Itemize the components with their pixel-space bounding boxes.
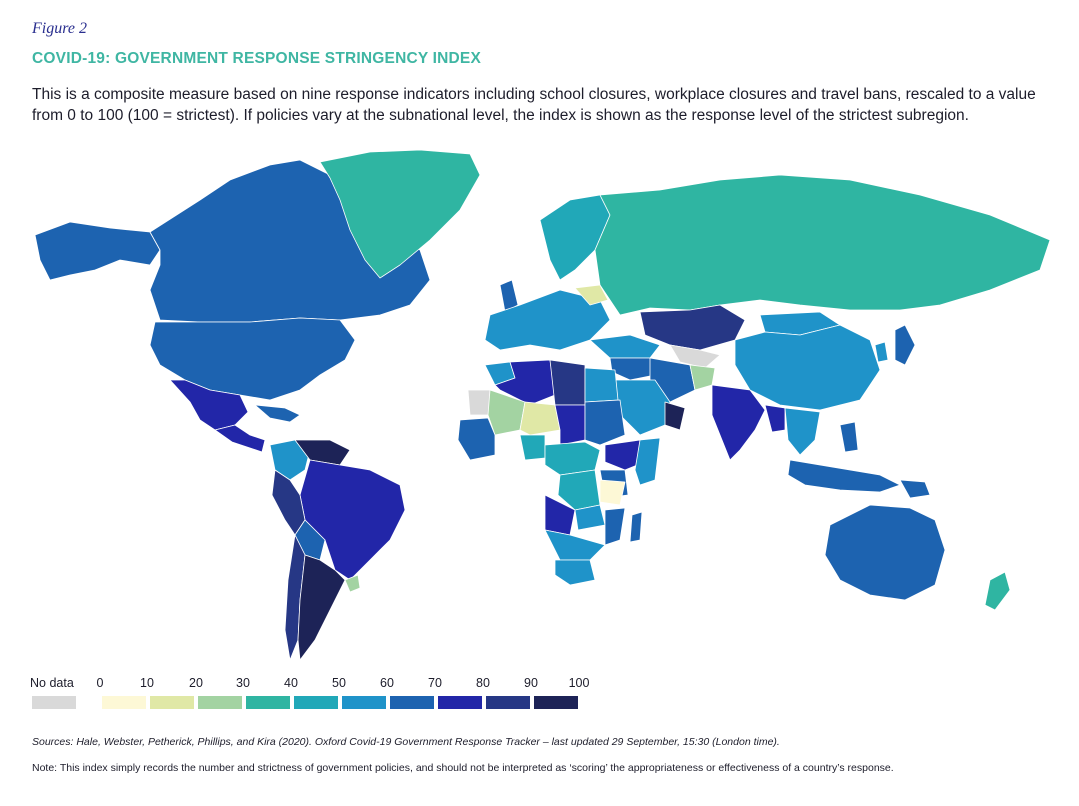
world-map	[34, 149, 1051, 661]
region-korea	[874, 341, 889, 363]
legend-swatch	[534, 696, 578, 709]
region-canada	[149, 159, 431, 323]
legend-swatch	[150, 696, 194, 709]
region-belarus	[574, 284, 609, 306]
region-chad	[554, 404, 586, 446]
region-nigeria	[519, 434, 546, 461]
region-myanmar	[764, 404, 786, 433]
note-text: Note: This index simply records the numb…	[32, 762, 894, 774]
region-australia	[824, 504, 946, 601]
region-southern-africa	[544, 529, 606, 561]
region-oman	[664, 401, 686, 431]
legend-nodata-swatch	[32, 696, 76, 709]
region-russia	[594, 174, 1051, 316]
region-turkey	[589, 334, 661, 359]
legend-swatch	[102, 696, 146, 709]
region-caribbean	[254, 404, 301, 423]
legend-swatch	[486, 696, 530, 709]
region-china	[734, 324, 881, 411]
legend-tick: 20	[189, 676, 203, 690]
region-india	[711, 384, 766, 461]
region-dr-congo	[557, 469, 601, 511]
region-central-africa	[544, 441, 601, 476]
legend-tick: 90	[524, 676, 538, 690]
region-mali	[487, 389, 526, 436]
legend-tick: 0	[96, 676, 104, 690]
legend-swatch	[390, 696, 434, 709]
region-uruguay	[344, 574, 361, 593]
region-central-asia	[669, 344, 721, 369]
legend-swatch	[246, 696, 290, 709]
region-united-states	[149, 317, 356, 401]
region-philippines	[839, 421, 859, 453]
chart-description: This is a composite measure based on nin…	[32, 86, 1036, 124]
region-niger	[519, 401, 561, 436]
region-middle-east	[609, 357, 656, 381]
region-libya	[549, 359, 586, 406]
region-indonesia	[787, 459, 901, 493]
legend-tick: 80	[476, 676, 490, 690]
region-alaska	[34, 221, 161, 281]
legend-tick: 10	[140, 676, 154, 690]
legend-tick: 40	[284, 676, 298, 690]
legend-swatch	[438, 696, 482, 709]
region-peru	[271, 469, 306, 536]
figure-label: Figure 2	[32, 20, 87, 37]
legend-swatch	[342, 696, 386, 709]
legend-tick: 100	[568, 676, 590, 690]
region-united-kingdom	[499, 279, 519, 313]
region-greenland	[319, 149, 481, 279]
legend-tick: 60	[380, 676, 394, 690]
region-zambia	[574, 504, 606, 531]
chart-title: COVID-19: GOVERNMENT RESPONSE STRINGENCY…	[32, 50, 482, 67]
region-venezuela	[294, 439, 351, 466]
region-mozambique	[604, 507, 626, 546]
region-mexico	[169, 379, 249, 431]
region-papua-new-guinea	[899, 479, 931, 499]
region-argentina	[297, 554, 346, 661]
color-legend: No data 0 10 20 30 40 50 60 70 80 90 100	[30, 676, 590, 716]
region-southeast-asia	[784, 407, 821, 456]
region-tanzania	[599, 479, 626, 506]
region-west-africa	[457, 417, 496, 461]
region-sudan	[584, 399, 626, 446]
legend-swatch	[294, 696, 338, 709]
legend-tick: 70	[428, 676, 442, 690]
region-madagascar	[629, 511, 643, 543]
region-central-america	[214, 424, 266, 453]
legend-swatch	[198, 696, 242, 709]
legend-tick: 50	[332, 676, 346, 690]
region-japan	[894, 324, 916, 366]
legend-tick: 30	[236, 676, 250, 690]
region-new-zealand	[984, 571, 1011, 611]
legend-nodata-label: No data	[30, 676, 74, 690]
region-south-africa	[554, 559, 596, 586]
sources-text: Sources: Hale, Webster, Petherick, Phill…	[32, 736, 780, 748]
region-somalia	[634, 437, 661, 486]
region-egypt	[584, 367, 619, 403]
